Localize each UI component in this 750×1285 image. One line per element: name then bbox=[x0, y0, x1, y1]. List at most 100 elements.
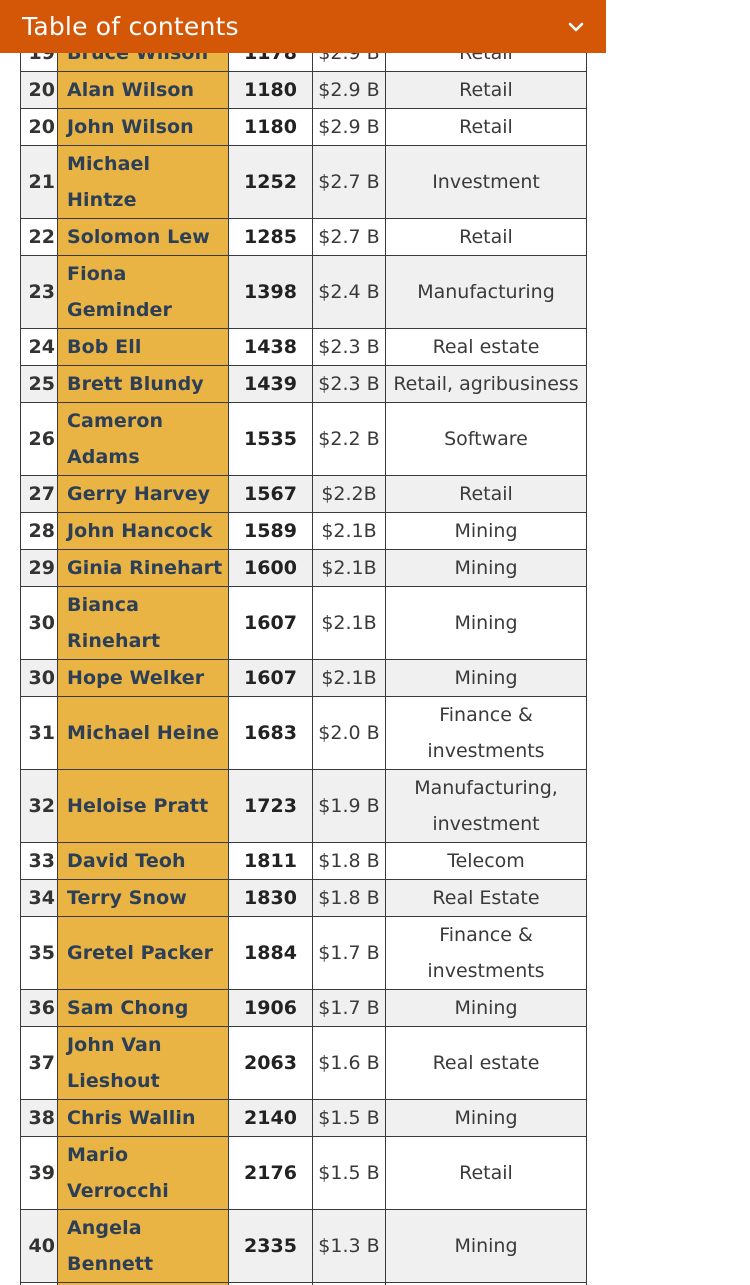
table-row: 22 Solomon Lew 1285 $2.7 B Retail bbox=[20, 218, 587, 256]
source-cell: Mining bbox=[385, 586, 587, 660]
net-worth-cell: $1.8 B bbox=[312, 879, 386, 917]
net-worth-cell: $1.6 B bbox=[312, 1026, 386, 1100]
rich-list-table-container: 19 Bruce Wilson 1178 $2.9 B Retail 20 Alan Wil… bbox=[20, 34, 587, 1285]
table-row: 23 Fiona Geminder 1398 $2.4 B Manufacturing bbox=[20, 255, 587, 329]
source-cell: Retail bbox=[385, 71, 587, 109]
world-rank-cell: 2335 bbox=[228, 1209, 313, 1283]
source-cell: Finance & investments bbox=[385, 916, 587, 990]
net-worth-cell: $2.3 B bbox=[312, 365, 386, 403]
table-row: 20 Alan Wilson 1180 $2.9 B Retail bbox=[20, 71, 587, 109]
net-worth-cell: $2.1B bbox=[312, 586, 386, 660]
net-worth-cell: $2.9 B bbox=[312, 108, 386, 146]
world-rank-cell: 2140 bbox=[228, 1099, 313, 1137]
world-rank-cell: 1180 bbox=[228, 71, 313, 109]
rank-cell: 24 bbox=[20, 328, 58, 366]
table-row: 41Ed Craven2375$1.3 BEntrepreneur bbox=[20, 1282, 587, 1285]
world-rank-cell: 1830 bbox=[228, 879, 313, 917]
name-cell: Michael Hintze bbox=[57, 145, 229, 219]
net-worth-cell: $1.9 B bbox=[312, 769, 386, 843]
net-worth-cell: $2.7 B bbox=[312, 145, 386, 219]
table-row: 34 Terry Snow 1830 $1.8 B Real Estate bbox=[20, 879, 587, 917]
table-row: 26 Cameron Adams 1535 $2.2 B Software bbox=[20, 402, 587, 476]
name-cell: Terry Snow bbox=[57, 879, 229, 917]
net-worth-cell: $1.7 B bbox=[312, 989, 386, 1027]
net-worth-cell: $2.4 B bbox=[312, 255, 386, 329]
source-cell: Mining bbox=[385, 549, 587, 587]
table-body: 19 Bruce Wilson 1178 $2.9 B Retail 20 Alan Wil… bbox=[20, 34, 587, 1285]
source-cell: Finance & investments bbox=[385, 696, 587, 770]
rank-cell: 31 bbox=[20, 696, 58, 770]
net-worth-cell: $2.1B bbox=[312, 549, 386, 587]
name-cell: Bianca Rinehart bbox=[57, 586, 229, 660]
name-cell: Bob Ell bbox=[57, 328, 229, 366]
source-cell: Mining bbox=[385, 512, 587, 550]
name-cell: John Hancock bbox=[57, 512, 229, 550]
source-cell: Investment bbox=[385, 145, 587, 219]
net-worth-cell: $2.7 B bbox=[312, 218, 386, 256]
world-rank-cell: 1811 bbox=[228, 842, 313, 880]
world-rank-cell: 1180 bbox=[228, 108, 313, 146]
table-row: 39 Mario Verrocchi 2176 $1.5 B Retail bbox=[20, 1136, 587, 1210]
source-cell: Retail bbox=[385, 108, 587, 146]
source-cell: Retail, agribusiness bbox=[385, 365, 587, 403]
source-cell: Real estate bbox=[385, 328, 587, 366]
rank-cell: 30 bbox=[20, 659, 58, 697]
rank-cell: 20 bbox=[20, 71, 58, 109]
source-cell: Retail bbox=[385, 1136, 587, 1210]
world-rank-cell: 1906 bbox=[228, 989, 313, 1027]
table-row: 32 Heloise Pratt 1723 $1.9 B Manufacturing, … bbox=[20, 769, 587, 843]
name-cell: Hope Welker bbox=[57, 659, 229, 697]
table-row: 21 Michael Hintze 1252 $2.7 B Investment bbox=[20, 145, 587, 219]
rank-cell: 25 bbox=[20, 365, 58, 403]
table-of-contents-bar[interactable]: Table of contents bbox=[0, 0, 606, 53]
rank-cell: 29 bbox=[20, 549, 58, 587]
source-cell: Entrepreneur bbox=[385, 1282, 587, 1285]
name-cell: Sam Chong bbox=[57, 989, 229, 1027]
net-worth-cell: $2.9 B bbox=[312, 71, 386, 109]
source-cell: Telecom bbox=[385, 842, 587, 880]
source-cell: Mining bbox=[385, 1099, 587, 1137]
name-cell: Gerry Harvey bbox=[57, 475, 229, 513]
table-row: 24 Bob Ell 1438 $2.3 B Real estate bbox=[20, 328, 587, 366]
source-cell: Real estate bbox=[385, 1026, 587, 1100]
rich-list-table: 19 Bruce Wilson 1178 $2.9 B Retail 20 Alan Wil… bbox=[20, 34, 587, 1285]
world-rank-cell: 1600 bbox=[228, 549, 313, 587]
world-rank-cell: 1398 bbox=[228, 255, 313, 329]
world-rank-cell: 1439 bbox=[228, 365, 313, 403]
toc-title: Table of contents bbox=[22, 12, 239, 41]
world-rank-cell: 1438 bbox=[228, 328, 313, 366]
name-cell: John Van Lieshout bbox=[57, 1026, 229, 1100]
name-cell: Fiona Geminder bbox=[57, 255, 229, 329]
rank-cell: 40 bbox=[20, 1209, 58, 1283]
rank-cell: 33 bbox=[20, 842, 58, 880]
name-cell: Cameron Adams bbox=[57, 402, 229, 476]
rank-cell: 26 bbox=[20, 402, 58, 476]
net-worth-cell: $2.2B bbox=[312, 475, 386, 513]
name-cell: Brett Blundy bbox=[57, 365, 229, 403]
rank-cell: 32 bbox=[20, 769, 58, 843]
source-cell: Mining bbox=[385, 659, 587, 697]
rank-cell: 37 bbox=[20, 1026, 58, 1100]
net-worth-cell: $2.3 B bbox=[312, 328, 386, 366]
net-worth-cell: $2.0 B bbox=[312, 696, 386, 770]
world-rank-cell: 1683 bbox=[228, 696, 313, 770]
rank-cell: 34 bbox=[20, 879, 58, 917]
rank-cell: 36 bbox=[20, 989, 58, 1027]
rank-cell: 27 bbox=[20, 475, 58, 513]
world-rank-cell: 1723 bbox=[228, 769, 313, 843]
rank-cell: 21 bbox=[20, 145, 58, 219]
net-worth-cell: $2.1B bbox=[312, 659, 386, 697]
net-worth-cell: $1.5 B bbox=[312, 1099, 386, 1137]
rank-cell: 39 bbox=[20, 1136, 58, 1210]
source-cell: Manufacturing, investment bbox=[385, 769, 587, 843]
world-rank-cell: 1252 bbox=[228, 145, 313, 219]
table-row: 36 Sam Chong 1906 $1.7 B Mining bbox=[20, 989, 587, 1027]
name-cell: Mario Verrocchi bbox=[57, 1136, 229, 1210]
net-worth-cell: $2.2 B bbox=[312, 402, 386, 476]
chevron-down-icon[interactable] bbox=[568, 19, 584, 35]
rank-cell: 30 bbox=[20, 586, 58, 660]
name-cell: John Wilson bbox=[57, 108, 229, 146]
name-cell: Chris Wallin bbox=[57, 1099, 229, 1137]
source-cell: Retail bbox=[385, 475, 587, 513]
name-cell: Alan Wilson bbox=[57, 71, 229, 109]
